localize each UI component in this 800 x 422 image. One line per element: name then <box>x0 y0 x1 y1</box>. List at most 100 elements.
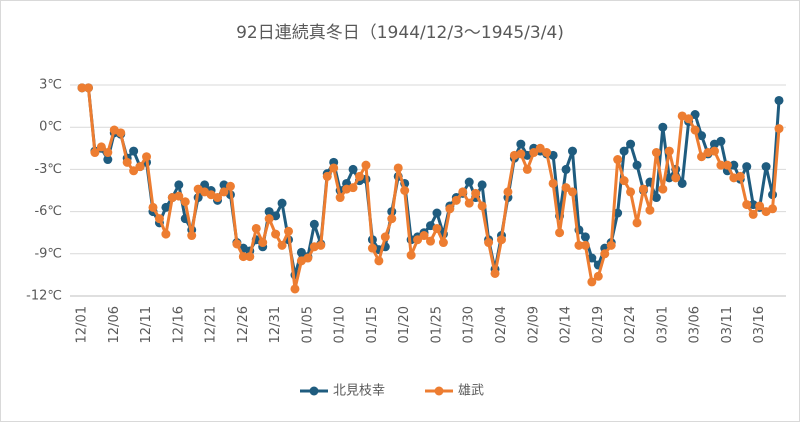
data-point <box>426 236 435 246</box>
data-point <box>464 177 474 187</box>
data-point <box>180 197 190 207</box>
data-point <box>561 164 571 174</box>
data-point <box>722 160 732 170</box>
chart-title: 92日連続真冬日（1944/12/3～1945/3/4) <box>236 23 564 43</box>
data-point <box>219 187 229 197</box>
data-point <box>626 187 636 197</box>
data-point <box>542 148 552 158</box>
data-point <box>187 231 197 241</box>
data-point <box>148 202 158 212</box>
data-point <box>258 238 268 248</box>
data-point <box>580 232 590 242</box>
data-point <box>651 193 661 203</box>
data-point <box>161 202 171 212</box>
x-tick-label: 01/30 <box>462 306 477 343</box>
x-tick-label: 03/11 <box>720 306 735 343</box>
data-point <box>761 162 771 172</box>
data-point <box>406 250 416 260</box>
y-tick-label: -9℃ <box>34 246 62 261</box>
legend-item: 北見枝幸 <box>300 384 385 399</box>
data-point <box>154 214 164 224</box>
data-point <box>290 284 300 294</box>
data-point <box>116 128 126 138</box>
data-point <box>748 209 758 219</box>
x-tick-label: 03/06 <box>688 306 703 343</box>
data-point <box>522 164 532 174</box>
data-point <box>393 163 403 173</box>
data-point <box>716 160 726 170</box>
data-point <box>348 164 358 174</box>
data-point <box>600 249 610 259</box>
data-point <box>271 229 281 239</box>
data-point <box>593 271 603 281</box>
x-tick-label: 03/01 <box>655 306 670 343</box>
data-point <box>380 232 390 242</box>
data-point <box>768 204 778 214</box>
data-point <box>516 149 526 159</box>
data-point <box>613 208 623 218</box>
data-point <box>103 155 113 165</box>
data-point <box>419 231 429 241</box>
x-tick-label: 01/15 <box>365 306 380 343</box>
data-point <box>742 162 752 172</box>
y-tick-label: -12℃ <box>26 289 62 304</box>
data-point <box>387 214 397 224</box>
data-point <box>77 83 87 93</box>
data-point <box>400 186 410 195</box>
data-point <box>632 160 642 170</box>
data-point <box>83 83 93 93</box>
x-tick-label: 02/04 <box>494 306 509 343</box>
data-point <box>529 148 539 158</box>
data-point <box>464 198 474 208</box>
data-point <box>135 162 145 172</box>
data-point <box>671 173 681 183</box>
data-point <box>329 163 339 173</box>
data-point <box>567 146 577 156</box>
data-point <box>567 187 577 197</box>
x-tick-label: 12/01 <box>75 306 90 343</box>
data-point <box>664 173 674 183</box>
legend-swatch-marker <box>434 386 444 396</box>
data-point <box>619 146 629 156</box>
data-point <box>200 180 210 190</box>
legend-item: 雄武 <box>425 384 484 399</box>
data-point <box>284 226 294 236</box>
data-point <box>587 253 597 263</box>
data-point <box>413 235 423 245</box>
data-point <box>225 181 235 191</box>
data-point <box>535 143 545 153</box>
data-point <box>484 238 494 248</box>
data-point <box>438 238 448 248</box>
data-point <box>129 146 139 156</box>
legend-swatch-marker <box>309 386 319 396</box>
data-point <box>432 208 442 218</box>
x-tick-label: 01/25 <box>429 306 444 343</box>
data-point <box>309 219 319 229</box>
y-tick-label: -3℃ <box>34 162 62 177</box>
x-tick-label: 12/11 <box>139 306 154 343</box>
data-point <box>755 201 765 211</box>
data-point <box>129 166 139 176</box>
data-point <box>322 171 332 181</box>
data-point <box>580 240 590 250</box>
y-tick-label: 3℃ <box>39 78 62 93</box>
data-point <box>432 223 442 233</box>
data-point <box>548 178 558 188</box>
data-point <box>355 171 365 181</box>
data-point <box>490 268 500 278</box>
data-point <box>251 223 261 233</box>
x-tick-label: 03/16 <box>752 306 767 343</box>
y-tick-label: -6℃ <box>34 204 62 219</box>
x-tick-label: 01/05 <box>300 306 315 343</box>
data-point <box>264 214 274 224</box>
data-point <box>561 183 571 193</box>
data-point <box>574 240 584 250</box>
data-point <box>619 176 629 186</box>
data-point <box>335 193 345 203</box>
data-point <box>90 148 100 158</box>
data-point <box>122 157 132 167</box>
data-point <box>735 171 745 181</box>
data-point <box>348 183 358 193</box>
